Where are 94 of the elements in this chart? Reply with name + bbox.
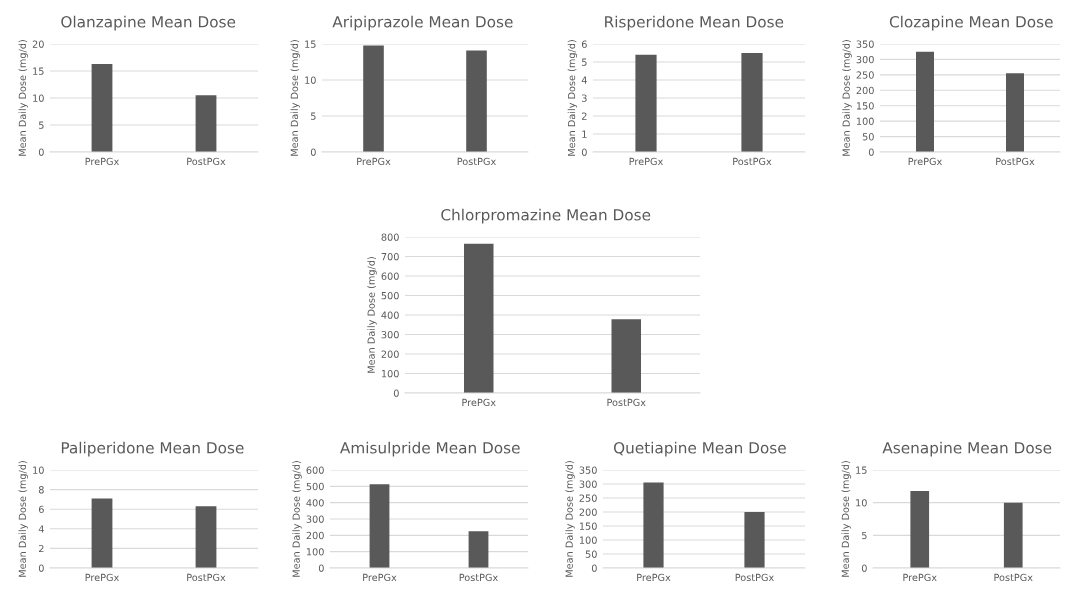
y-tick-label: 350 <box>856 40 874 48</box>
y-tick-label: 5 <box>311 112 316 120</box>
y-tick-label: 300 <box>306 515 324 523</box>
y-tick-label: 0 <box>318 564 324 572</box>
y-tick-label: 0 <box>393 389 399 397</box>
y-tick-label: 300 <box>579 480 597 488</box>
y-tick-label: 150 <box>856 102 874 110</box>
y-tick-label: 6 <box>38 505 44 514</box>
chart-title: Chlorpromazine Mean Dose <box>441 208 651 224</box>
y-tick-label: 500 <box>381 291 399 300</box>
x-tick-label: PostPGx <box>996 157 1035 166</box>
y-tick-label: 4 <box>38 525 44 533</box>
x-tick-label: PrePGx <box>908 157 942 166</box>
x-tick-label: PrePGx <box>637 573 671 582</box>
y-tick-label: 500 <box>306 482 324 491</box>
y-tick-label: 100 <box>579 536 597 544</box>
y-tick-label: 0 <box>861 564 867 572</box>
y-tick-label: 8 <box>38 486 44 494</box>
y-tick-label: 50 <box>862 133 874 141</box>
y-tick-label: 2 <box>38 544 44 553</box>
y-axis-title: Mean Daily Dose (mg/d) <box>290 40 300 156</box>
y-tick-label: 15 <box>33 67 44 75</box>
y-axis-title: Mean Daily Dose (mg/d) <box>18 40 28 156</box>
x-tick-label: PrePGx <box>363 573 397 582</box>
chart-title: Asenapine Mean Dose <box>882 441 1052 457</box>
y-tick-label: 3 <box>582 94 587 102</box>
y-tick-label: 400 <box>381 311 399 319</box>
y-tick-label: 5 <box>39 121 44 129</box>
y-tick-label: 250 <box>579 494 597 502</box>
y-tick-label: 5 <box>862 531 867 540</box>
y-tick-label: 50 <box>585 550 597 558</box>
y-tick-label: 200 <box>306 531 324 540</box>
y-tick-label: 10 <box>33 466 44 474</box>
y-tick-label: 10 <box>305 76 316 84</box>
x-tick-label: PostPGx <box>735 573 774 582</box>
y-tick-label: 0 <box>591 564 597 572</box>
y-tick-label: 20 <box>32 40 44 48</box>
y-tick-label: 300 <box>856 55 874 64</box>
x-tick-label: PostPGx <box>457 157 496 166</box>
y-axis-title: Mean Daily Dose (mg/d) <box>565 461 575 577</box>
chart-title: Risperidone Mean Dose <box>605 15 784 31</box>
x-tick-label: PostPGx <box>994 573 1033 582</box>
y-tick-label: 100 <box>381 369 399 378</box>
y-tick-label: 250 <box>856 71 874 79</box>
y-tick-label: 300 <box>381 330 399 339</box>
chart-title: Olanzapine Mean Dose <box>61 15 236 31</box>
chart-title: Amisulpride Mean Dose <box>340 441 520 457</box>
x-tick-label: PostPGx <box>459 573 498 582</box>
y-axis-title: Mean Daily Dose (mg/d) <box>842 40 852 156</box>
y-tick-label: 15 <box>305 40 316 48</box>
x-tick-label: PrePGx <box>85 157 119 166</box>
y-tick-label: 200 <box>381 350 399 358</box>
y-tick-label: 2 <box>581 112 587 120</box>
y-tick-label: 0 <box>38 564 44 572</box>
x-tick-label: PrePGx <box>357 157 391 166</box>
y-tick-label: 150 <box>579 522 597 530</box>
y-tick-label: 800 <box>381 233 399 241</box>
y-tick-label: 1 <box>582 130 587 138</box>
x-tick-label: PrePGx <box>462 398 496 407</box>
y-tick-label: 0 <box>868 148 874 156</box>
y-tick-label: 15 <box>856 466 867 474</box>
y-tick-label: 10 <box>33 94 44 102</box>
x-tick-label: PrePGx <box>85 573 119 582</box>
x-tick-label: PostPGx <box>187 157 226 166</box>
y-tick-label: 100 <box>306 548 324 556</box>
y-axis-title: Mean Daily Dose (mg/d) <box>18 461 28 577</box>
y-tick-label: 10 <box>856 499 867 507</box>
y-tick-label: 0 <box>38 148 44 156</box>
y-axis-title: Mean Daily Dose (mg/d) <box>292 461 302 577</box>
y-tick-label: 600 <box>381 272 399 280</box>
y-tick-label: 100 <box>856 117 874 125</box>
y-tick-label: 700 <box>381 252 399 261</box>
chart-title: Quetiapine Mean Dose <box>613 441 786 457</box>
x-tick-label: PostPGx <box>187 573 226 582</box>
x-tick-label: PrePGx <box>629 157 663 166</box>
y-tick-label: 0 <box>310 148 316 156</box>
y-tick-label: 600 <box>306 466 324 474</box>
chart-title: Aripiprazole Mean Dose <box>332 15 513 31</box>
y-tick-label: 0 <box>581 148 587 156</box>
y-tick-label: 4 <box>581 76 587 84</box>
y-tick-label: 350 <box>579 466 597 474</box>
chart-title: Paliperidone Mean Dose <box>61 441 244 457</box>
chart-title: Clozapine Mean Dose <box>889 15 1053 31</box>
y-tick-label: 200 <box>856 86 874 95</box>
y-tick-label: 5 <box>582 58 587 66</box>
y-axis-title: Mean Daily Dose (mg/d) <box>567 40 578 156</box>
y-tick-label: 6 <box>581 40 587 48</box>
y-axis-title: Mean Daily Dose (mg/d) <box>367 257 377 373</box>
x-tick-label: PrePGx <box>903 573 937 582</box>
y-tick-label: 200 <box>579 508 597 516</box>
y-axis-title: Mean Daily Dose (mg/d) <box>841 461 851 577</box>
x-tick-label: PostPGx <box>607 398 646 407</box>
x-tick-label: PostPGx <box>733 157 772 166</box>
y-tick-label: 400 <box>306 499 324 507</box>
